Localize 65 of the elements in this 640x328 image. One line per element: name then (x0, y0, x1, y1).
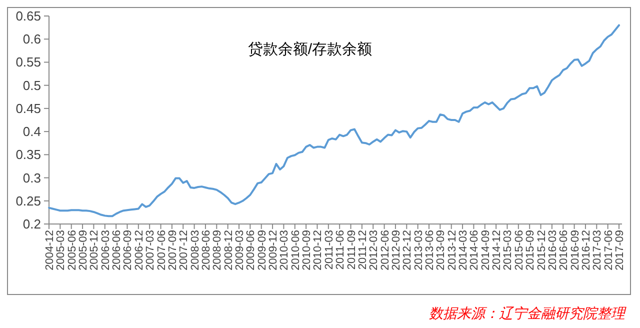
x-tick-label: 2011-03 (323, 230, 336, 270)
x-tick-label: 2013-09 (435, 230, 448, 270)
x-tick-label: 2010-06 (290, 230, 302, 270)
source-note: 数据来源：辽宁金融研究院整理 (429, 305, 627, 321)
x-tick-label: 2015-03 (502, 230, 514, 270)
x-tick-label: 2011-12 (356, 230, 369, 270)
x-tick-label: 2008-09 (212, 230, 224, 270)
x-tick-label: 2017-06 (602, 230, 615, 270)
x-tick-label: 2009-09 (256, 230, 268, 270)
x-tick-label: 2006-09 (122, 230, 134, 270)
x-tick-label: 2007-09 (166, 230, 179, 270)
x-tick-label: 2009-12 (268, 230, 280, 270)
y-tick-label: 0.6 (22, 32, 41, 47)
x-tick-label: 2016-12 (580, 230, 592, 270)
x-tick-label: 2005-06 (66, 230, 78, 270)
x-tick-label: 2007-03 (144, 230, 157, 270)
y-tick-label: 0.25 (16, 193, 41, 208)
x-tick-label: 2014-06 (468, 230, 481, 270)
x-tick-label: 2015-12 (536, 230, 548, 270)
x-tick-label: 2009-03 (234, 230, 246, 270)
x-tick-label: 2005-12 (88, 230, 101, 270)
x-tick-label: 2016-03 (546, 230, 559, 270)
x-tick-label: 2010-12 (312, 230, 324, 270)
x-tick-label: 2012-12 (402, 230, 414, 270)
x-tick-label: 2012-06 (379, 230, 392, 270)
x-tick-label: 2014-09 (480, 230, 492, 270)
y-tick-label: 0.55 (16, 54, 41, 70)
text: 贷款余额/存款余额 (248, 41, 372, 58)
x-tick-label: 2014-12 (491, 230, 504, 270)
x-tick-label: 2015-06 (513, 230, 526, 270)
x-tick-label: 2007-12 (178, 230, 190, 270)
y-tick-label: 0.5 (22, 78, 41, 93)
x-tick-label: 2006-03 (100, 230, 112, 270)
y-tick-label: 0.35 (16, 147, 41, 162)
x-tick-label: 2013-12 (446, 230, 458, 270)
line-series (48, 24, 620, 218)
y-tick-label: 0.3 (22, 170, 41, 186)
x-tick-label: 2014-03 (458, 230, 470, 270)
x-tick-label: 2008-06 (200, 230, 212, 270)
x-tick-label: 2016-06 (558, 230, 570, 270)
x-tick-label: 2017-09 (614, 230, 626, 270)
x-tick-label: 2005-09 (78, 230, 90, 270)
y-tick-label: 0.45 (16, 100, 41, 116)
x-tick-label: 2012-03 (368, 230, 380, 270)
x-tick-label: 2004-12 (44, 230, 56, 270)
x-tick-label: 2007-06 (156, 230, 168, 270)
x-tick-label: 2015-09 (524, 230, 537, 270)
x-tick-label: 2008-12 (222, 230, 235, 270)
x-tick-label: 2017-03 (592, 230, 604, 270)
x-tick-label: 2009-06 (245, 230, 258, 270)
x-tick-label: 2016-09 (569, 230, 582, 270)
y-tick-label: 0.4 (22, 124, 41, 140)
x-tick-label: 2008-03 (189, 230, 202, 270)
x-tick-label: 2006-12 (133, 230, 146, 270)
x-tick-label: 2013-06 (424, 230, 436, 270)
x-tick-label: 2011-06 (334, 230, 347, 270)
x-tick-label: 2011-09 (346, 230, 358, 270)
x-tick-label: 2005-03 (55, 230, 68, 270)
x-tick-label: 2010-03 (278, 230, 291, 270)
x-tick-label: 2010-09 (301, 230, 314, 270)
y-tick-label: 0.2 (22, 216, 41, 232)
x-tick-label: 2006-06 (111, 230, 124, 270)
y-tick-label: 0.65 (16, 8, 41, 24)
x-tick-label: 2013-03 (412, 230, 425, 270)
x-tick-label: 2012-09 (390, 230, 402, 270)
